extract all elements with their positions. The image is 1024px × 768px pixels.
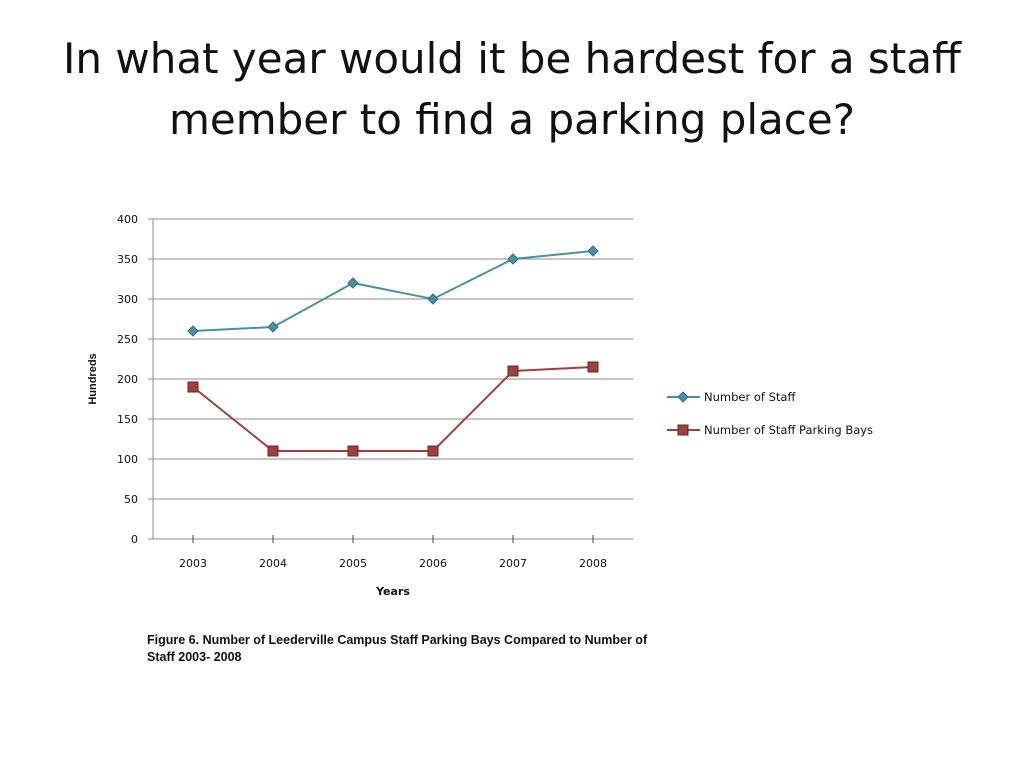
- x-tick-label: 2005: [339, 557, 367, 570]
- parking-bays-data-point: [347, 445, 359, 457]
- chart-gridlines: [153, 218, 633, 500]
- x-axis-label: Years: [375, 585, 410, 598]
- y-tick-label: 100: [117, 453, 138, 466]
- y-tick-label: 250: [117, 333, 138, 346]
- legend-label: Number of Staff Parking Bays: [704, 423, 873, 437]
- legend-label: Number of Staff: [704, 390, 796, 404]
- x-tick-label: 2006: [419, 557, 447, 570]
- parking-bays-series-line: [192, 366, 594, 452]
- parking-bays-data-point: [587, 361, 599, 373]
- parking-bays-data-point: [187, 381, 199, 393]
- staff-data-point: [587, 245, 599, 257]
- staff-data-point: [347, 277, 359, 289]
- y-tick-label: 300: [117, 293, 138, 306]
- y-tick-label: 400: [117, 213, 138, 226]
- y-tick-labels: 0 50 100 150 200 250 300 350 400: [117, 213, 138, 546]
- x-tick-label: 2003: [179, 557, 207, 570]
- x-tick-label: 2007: [499, 557, 527, 570]
- caption-line-2: Staff 2003- 2008: [147, 650, 242, 664]
- y-axis-label: Hundreds: [87, 353, 99, 404]
- x-tick-label: 2004: [259, 557, 287, 570]
- y-tick-label: 0: [131, 533, 138, 546]
- caption-line-1: Figure 6. Number of Leederville Campus S…: [147, 633, 648, 647]
- x-tick-labels: 2003 2004 2005 2006 2007 2008: [179, 557, 607, 570]
- staff-series-line: [192, 250, 594, 332]
- chart-axes: [148, 218, 633, 543]
- y-tick-label: 50: [124, 493, 138, 506]
- y-tick-label: 200: [117, 373, 138, 386]
- parking-bays-data-point: [267, 445, 279, 457]
- legend-marker: [677, 424, 689, 436]
- staff-data-point: [267, 321, 279, 333]
- figure-caption: Figure 6. Number of Leederville Campus S…: [147, 632, 747, 666]
- staff-data-point: [427, 293, 439, 305]
- parking-bays-data-point: [507, 365, 519, 377]
- chart-series: [187, 245, 599, 457]
- chart-legend: Number of Staff Number of Staff Parking B…: [667, 390, 873, 437]
- legend-marker: [677, 391, 689, 403]
- staff-data-point: [507, 253, 519, 265]
- parking-bays-data-point: [427, 445, 439, 457]
- x-tick-label: 2008: [579, 557, 607, 570]
- slide-title: In what year would it be hardest for a s…: [63, 34, 961, 144]
- staff-data-point: [187, 325, 199, 337]
- y-tick-label: 350: [117, 253, 138, 266]
- y-tick-label: 150: [117, 413, 138, 426]
